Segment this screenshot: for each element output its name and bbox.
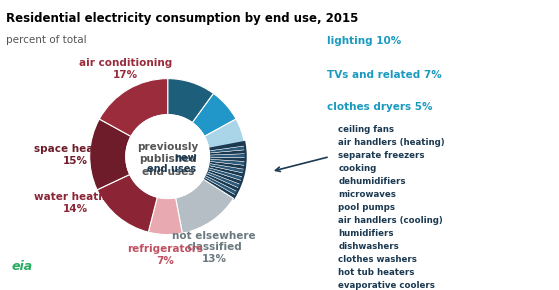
Text: TVs and related 7%: TVs and related 7% [327, 70, 442, 80]
Text: not elsewhere
classified
13%: not elsewhere classified 13% [172, 231, 256, 264]
Text: evaporative coolers: evaporative coolers [338, 281, 435, 290]
Text: dishwashers: dishwashers [338, 242, 399, 251]
Text: space heating
15%: space heating 15% [34, 144, 117, 166]
Wedge shape [207, 168, 243, 181]
Text: dehumidifiers: dehumidifiers [338, 177, 406, 186]
Text: Residential electricity consumption by end use, 2015: Residential electricity consumption by e… [6, 12, 358, 25]
Text: eia: eia [11, 260, 32, 273]
Wedge shape [203, 177, 235, 198]
Text: percent of total: percent of total [6, 35, 86, 45]
Wedge shape [205, 119, 244, 149]
Wedge shape [209, 142, 245, 151]
Text: separate freezers: separate freezers [338, 151, 425, 160]
Circle shape [126, 115, 210, 198]
Wedge shape [148, 197, 182, 235]
Wedge shape [168, 79, 214, 123]
Text: published: published [139, 155, 197, 164]
Text: cooking: cooking [338, 164, 376, 173]
Text: humidifiers: humidifiers [338, 229, 394, 238]
Wedge shape [210, 150, 245, 155]
Wedge shape [209, 161, 245, 169]
Wedge shape [97, 174, 157, 232]
Text: air handlers (heating): air handlers (heating) [338, 137, 445, 147]
Wedge shape [208, 166, 244, 177]
Text: air handlers (cooling): air handlers (cooling) [338, 216, 443, 225]
Text: new
end uses: new end uses [148, 153, 197, 174]
Wedge shape [209, 163, 245, 173]
Wedge shape [207, 170, 242, 184]
Text: refrigerators
7%: refrigerators 7% [127, 244, 203, 266]
Text: end uses: end uses [141, 167, 194, 177]
Text: water heating
14%: water heating 14% [34, 192, 117, 213]
Wedge shape [210, 154, 246, 157]
Wedge shape [100, 79, 168, 136]
Text: clothes washers: clothes washers [338, 255, 417, 264]
Wedge shape [210, 157, 246, 162]
Text: microwaves: microwaves [338, 190, 396, 199]
Wedge shape [205, 173, 239, 192]
Wedge shape [209, 159, 245, 165]
Text: lighting 10%: lighting 10% [327, 36, 401, 46]
Wedge shape [89, 119, 131, 190]
Text: hot tub heaters: hot tub heaters [338, 268, 415, 277]
Wedge shape [206, 171, 240, 188]
Wedge shape [192, 93, 236, 136]
Text: previously: previously [137, 142, 198, 152]
Text: air conditioning
17%: air conditioning 17% [79, 58, 172, 80]
Text: ceiling fans: ceiling fans [338, 124, 394, 134]
Text: pool pumps: pool pumps [338, 203, 395, 212]
Text: clothes dryers 5%: clothes dryers 5% [327, 102, 433, 112]
Wedge shape [176, 179, 234, 233]
Wedge shape [204, 175, 238, 195]
Wedge shape [209, 146, 245, 153]
